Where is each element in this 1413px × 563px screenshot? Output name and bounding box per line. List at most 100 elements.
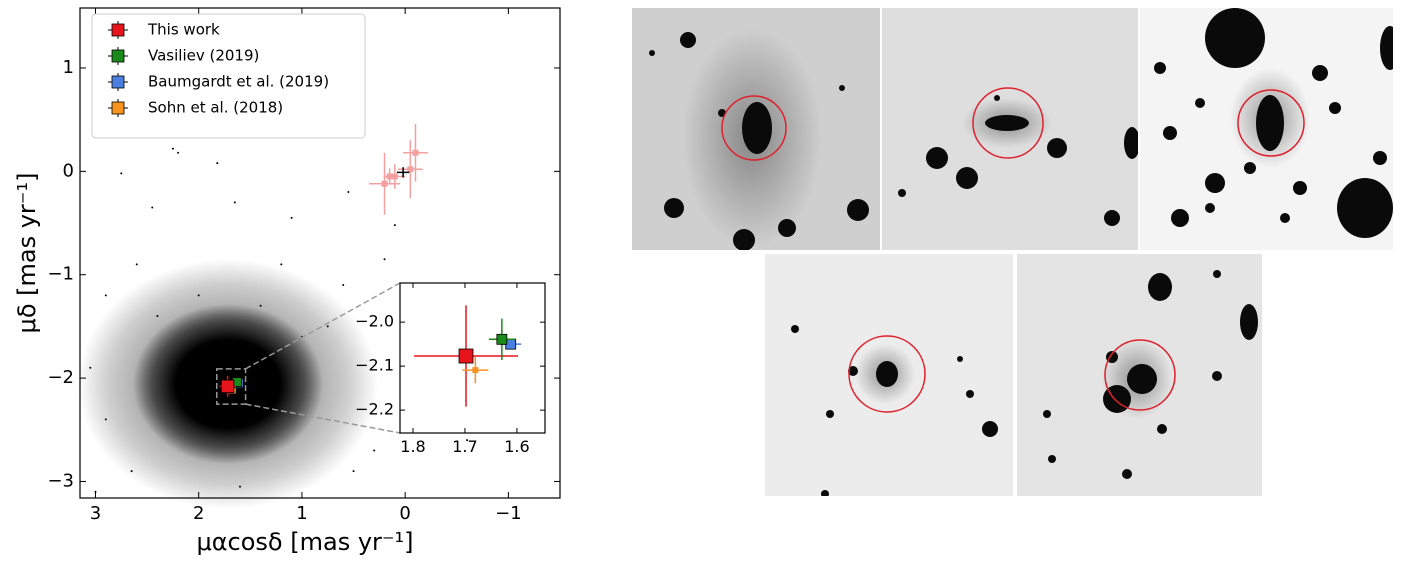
zoom-connector: [245, 403, 401, 434]
y-tick-label: 0: [63, 160, 74, 181]
legend-label: Sohn et al. (2018): [148, 99, 283, 117]
source: [1157, 424, 1167, 434]
source: [982, 421, 998, 437]
y-axis-label: μδ [mas yr⁻¹]: [13, 173, 41, 334]
target-circle: [1104, 339, 1176, 411]
source: [1124, 127, 1138, 159]
source: [1122, 469, 1132, 479]
target-circle: [721, 95, 787, 161]
source: [926, 147, 948, 169]
star-point: [120, 172, 123, 175]
legend-box: [91, 13, 366, 139]
source: [1312, 65, 1328, 81]
point: [220, 379, 235, 394]
source: [1205, 8, 1265, 68]
point: [381, 180, 388, 187]
point: [496, 333, 508, 345]
star-point: [383, 258, 386, 261]
x-tick-label: 1: [296, 503, 307, 524]
sky-image: [1017, 254, 1262, 496]
source: [778, 219, 796, 237]
star-point: [94, 490, 97, 493]
star-point: [393, 224, 396, 227]
source: [1195, 98, 1205, 108]
point: [458, 348, 474, 364]
source: [1280, 213, 1290, 223]
source: [847, 199, 869, 221]
source: [1337, 178, 1393, 238]
source: [966, 390, 974, 398]
star-point: [177, 151, 180, 154]
source: [1240, 304, 1258, 340]
sky-image: [765, 254, 1013, 496]
star-point: [259, 304, 262, 307]
zoom-connector: [245, 282, 401, 370]
source: [1244, 162, 1256, 174]
source: [1047, 138, 1067, 158]
legend-label: Vasiliev (2019): [148, 47, 259, 65]
sky-image-canvas: [1043, 270, 1258, 479]
y-tick-label: 1: [63, 57, 74, 78]
zoom-box: [216, 368, 247, 405]
legend-marker: [111, 23, 125, 37]
source: [742, 102, 772, 154]
source: [956, 167, 978, 189]
source: [1154, 62, 1166, 74]
sky-image: [632, 8, 880, 250]
source: [1171, 209, 1189, 227]
sky-image-canvas: [1154, 8, 1393, 238]
x-tick-label: 1.8: [400, 437, 425, 456]
y-tick-label: −3: [47, 470, 74, 491]
target-circle: [848, 335, 926, 413]
star-point: [466, 439, 469, 442]
source: [1212, 371, 1222, 381]
star-point: [135, 263, 138, 266]
star-point: [89, 366, 92, 369]
star-point: [239, 485, 241, 488]
source: [1043, 410, 1051, 418]
legend-label: This work: [147, 21, 220, 39]
point: [386, 173, 393, 180]
source: [876, 361, 898, 387]
legend-label: Baumgardt et al. (2019): [148, 73, 329, 91]
x-tick-label: 1.6: [504, 437, 529, 456]
y-tick-label: −1: [47, 264, 74, 285]
y-tick-label: −2: [47, 367, 74, 388]
star-point: [197, 294, 200, 297]
source: [1127, 364, 1157, 394]
source: [985, 115, 1029, 131]
plot-area: [79, 7, 561, 499]
sky-image-canvas: [791, 325, 998, 496]
source: [664, 198, 684, 218]
sky-image-canvas: [649, 28, 869, 250]
star-point: [342, 284, 345, 287]
point: [412, 149, 419, 156]
legend-marker: [111, 49, 125, 63]
source: [680, 32, 696, 48]
x-tick-label: 2: [193, 503, 204, 524]
y-tick-label: −2.0: [355, 312, 394, 331]
sky-image: [882, 8, 1138, 250]
star-point: [151, 206, 154, 209]
source: [1213, 270, 1221, 278]
star-point: [104, 418, 107, 421]
source: [1205, 173, 1225, 193]
source: [1329, 102, 1341, 114]
point: [472, 367, 479, 374]
star-point: [373, 449, 376, 452]
star-point: [104, 294, 107, 297]
legend-marker: [111, 101, 125, 115]
x-tick-label: 1.7: [452, 437, 477, 456]
source: [848, 366, 858, 376]
point: [407, 166, 414, 173]
source: [1205, 203, 1215, 213]
sky-image: [1140, 8, 1393, 250]
star-point: [326, 325, 329, 328]
source: [826, 410, 834, 418]
y-tick-label: −2.1: [355, 356, 394, 375]
source: [649, 50, 655, 56]
legend: This work Vasiliev (2019) Baumgardt et al.…: [91, 13, 366, 139]
source: [1373, 151, 1387, 165]
proper-motion-chart: 3 2 1 0 −1 −3 −2 −1 0 1 This work Vasiliev (2019) Ba…: [13, 7, 561, 556]
